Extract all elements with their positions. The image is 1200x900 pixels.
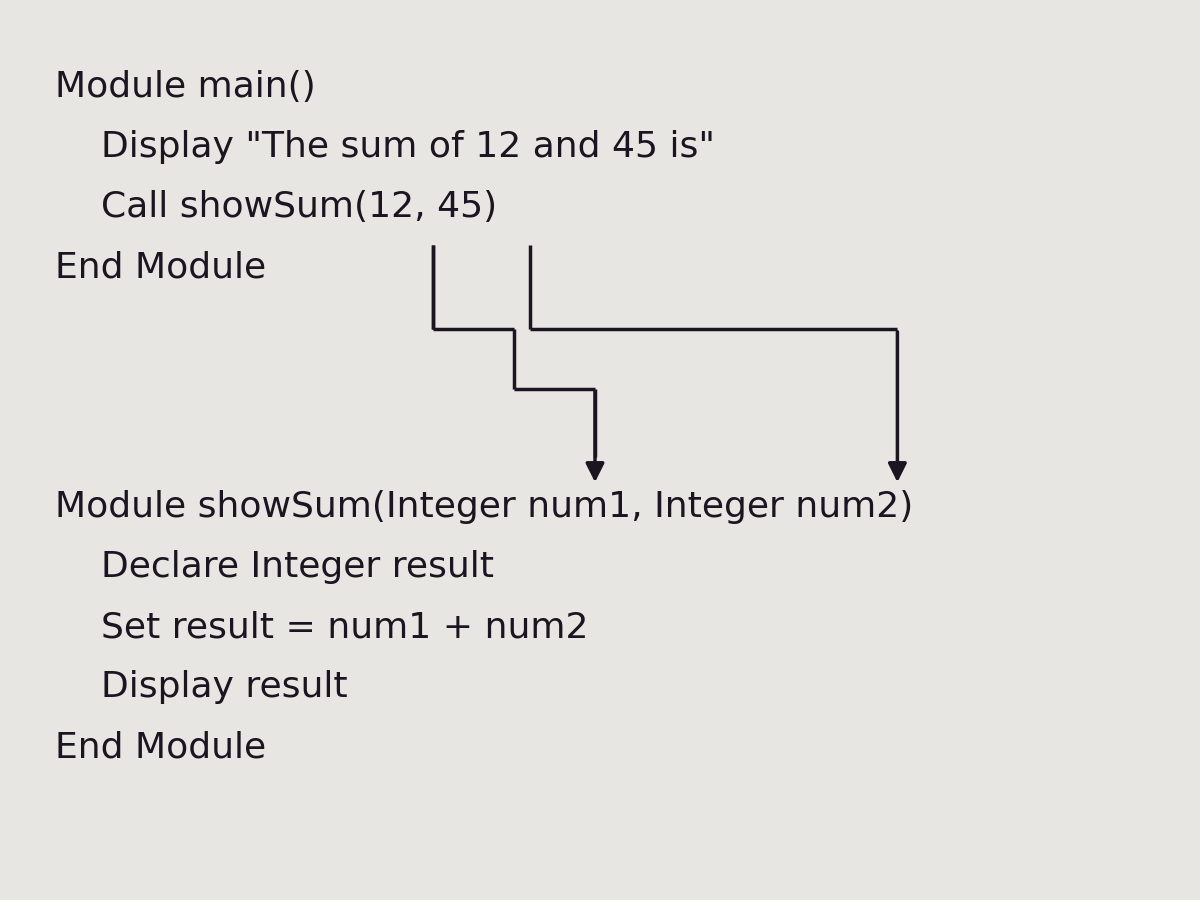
- Text: Call showSum(12, 45): Call showSum(12, 45): [55, 190, 497, 224]
- Text: Display "The sum of 12 and 45 is": Display "The sum of 12 and 45 is": [55, 130, 715, 164]
- Text: End Module: End Module: [55, 250, 266, 284]
- Text: End Module: End Module: [55, 730, 266, 764]
- Text: Display result: Display result: [55, 670, 348, 704]
- Text: Module showSum(Integer num1, Integer num2): Module showSum(Integer num1, Integer num…: [55, 490, 913, 524]
- Text: Module main(): Module main(): [55, 70, 316, 104]
- Text: Set result = num1 + num2: Set result = num1 + num2: [55, 610, 588, 644]
- Text: Declare Integer result: Declare Integer result: [55, 550, 494, 584]
